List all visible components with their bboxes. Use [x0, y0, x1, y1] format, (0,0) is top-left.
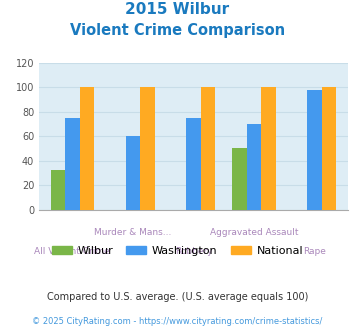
- Text: All Violent Crime: All Violent Crime: [34, 248, 110, 256]
- Text: Rape: Rape: [303, 248, 326, 256]
- Bar: [50, 170, 65, 210]
- Bar: [186, 118, 201, 210]
- Text: 2015 Wilbur: 2015 Wilbur: [125, 2, 230, 16]
- Bar: [201, 87, 215, 210]
- Bar: [140, 87, 155, 210]
- Bar: [80, 87, 94, 210]
- Bar: [307, 90, 322, 210]
- Text: Murder & Mans...: Murder & Mans...: [94, 228, 171, 237]
- Text: Robbery: Robbery: [175, 248, 212, 256]
- Legend: Wilbur, Washington, National: Wilbur, Washington, National: [47, 241, 308, 260]
- Bar: [65, 118, 80, 210]
- Text: Aggravated Assault: Aggravated Assault: [210, 228, 298, 237]
- Bar: [232, 148, 247, 210]
- Bar: [322, 87, 337, 210]
- Bar: [247, 124, 261, 210]
- Text: © 2025 CityRating.com - https://www.cityrating.com/crime-statistics/: © 2025 CityRating.com - https://www.city…: [32, 317, 323, 326]
- Bar: [126, 136, 140, 210]
- Text: Violent Crime Comparison: Violent Crime Comparison: [70, 23, 285, 38]
- Text: Compared to U.S. average. (U.S. average equals 100): Compared to U.S. average. (U.S. average …: [47, 292, 308, 302]
- Bar: [261, 87, 276, 210]
